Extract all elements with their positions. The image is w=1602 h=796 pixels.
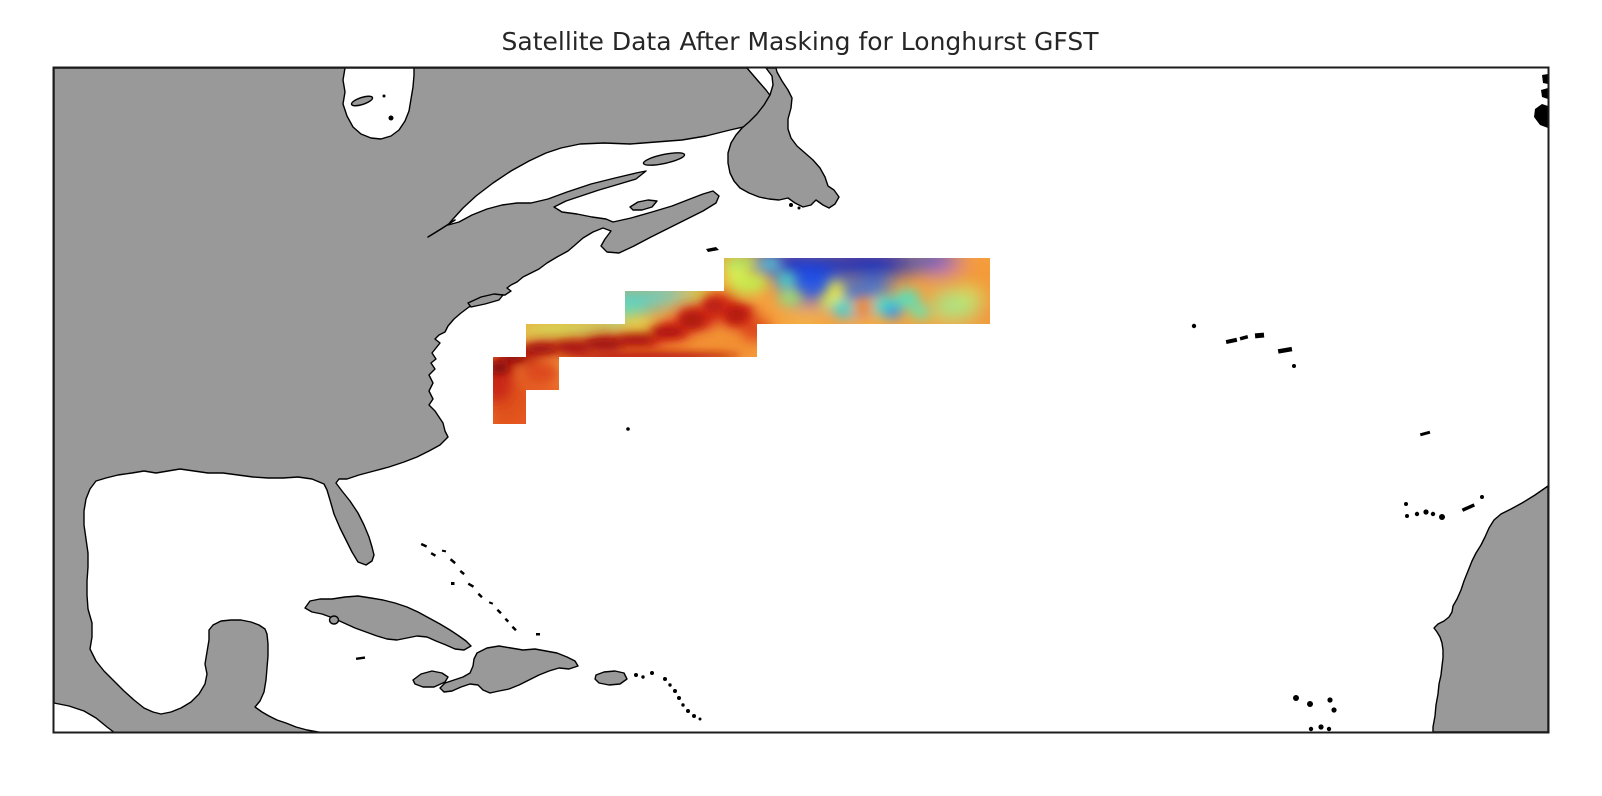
map-layers xyxy=(53,67,1549,733)
lesser-antilles xyxy=(634,671,702,721)
northwest-africa xyxy=(1432,485,1549,733)
satellite-data-overlay xyxy=(493,258,990,424)
st-pierre-miquelon xyxy=(789,203,801,210)
cayman-islands xyxy=(355,656,366,661)
cuba xyxy=(304,595,472,651)
jamaica xyxy=(412,670,449,688)
sable-island xyxy=(706,247,719,252)
prince-edward-island xyxy=(629,199,658,211)
bermuda xyxy=(626,427,630,431)
iberian-coast-fragment xyxy=(1534,74,1548,128)
newfoundland xyxy=(727,67,840,209)
isle-of-youth xyxy=(328,615,340,625)
land-north-america xyxy=(53,67,786,733)
canary-islands xyxy=(1404,495,1484,520)
map-frame xyxy=(52,66,1550,734)
puerto-rico xyxy=(594,670,628,686)
st-lawrence-river xyxy=(427,219,456,238)
cape-verde-islands xyxy=(1293,695,1337,732)
azores xyxy=(1191,323,1296,368)
bahamas-islands xyxy=(420,542,540,636)
land-layer xyxy=(53,67,1549,733)
figure-title: Satellite Data After Masking for Longhur… xyxy=(502,27,1100,56)
james-bay-islands xyxy=(350,94,394,121)
james-bay xyxy=(342,67,415,140)
long-island xyxy=(467,293,504,308)
madeira xyxy=(1419,430,1431,437)
anticosti-island xyxy=(642,152,686,166)
hispaniola xyxy=(439,645,579,694)
